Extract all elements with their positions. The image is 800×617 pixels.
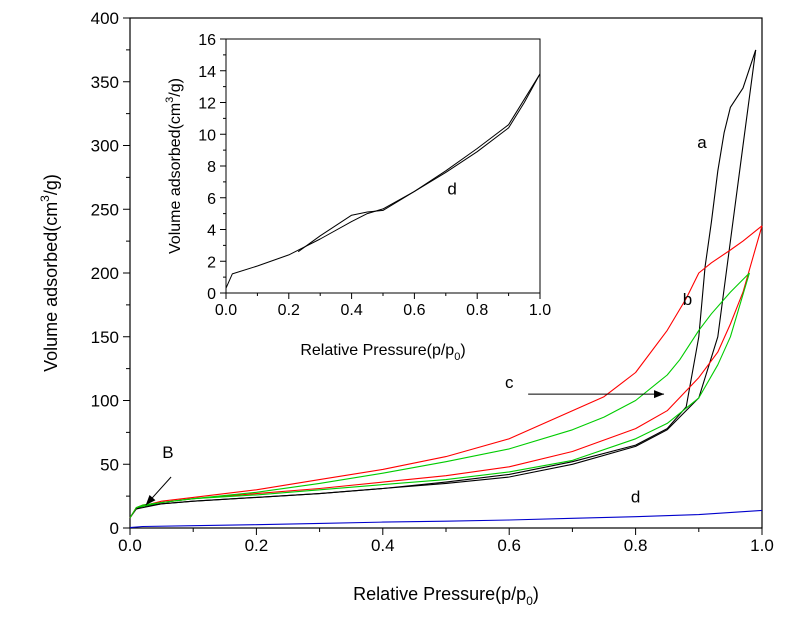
main-y-tick-label: 50 xyxy=(100,455,119,474)
inset-annotations: d xyxy=(447,180,456,199)
inset-x-tick-label: 1.0 xyxy=(529,302,551,319)
main-axis-ticks: 0.0 0.2 0.4 0.6 0.8 1.00501001502002503003504… xyxy=(91,9,774,555)
main-label-d: d xyxy=(631,488,640,507)
inset-y-tick-label: 12 xyxy=(198,96,216,113)
inset-y-tick-label: 14 xyxy=(198,64,216,81)
main-series-b-desorption-line xyxy=(136,225,763,509)
inset-y-tick-label: 16 xyxy=(198,32,216,49)
inset-x-tick-label: 0.2 xyxy=(278,302,300,319)
main-x-tick-label: 0.2 xyxy=(245,536,269,555)
main-plot-panel: 0.0 0.2 0.4 0.6 0.8 1.00501001502002503003504… xyxy=(38,9,774,608)
main-arrow-head-B xyxy=(145,494,156,506)
main-y-tick-label: 0 xyxy=(110,519,119,538)
inset-y-tick-label: 6 xyxy=(207,191,216,208)
main-x-tick-label: 1.0 xyxy=(750,536,774,555)
main-label-B: B xyxy=(162,443,173,462)
inset-x-tick-label: 0.8 xyxy=(466,302,488,319)
main-x-tick-label: 0.6 xyxy=(497,536,521,555)
main-annotations: a b c d B xyxy=(145,133,707,507)
main-x-axis-title: Relative Pressure(p/p0) xyxy=(353,584,539,608)
inset-y-tick-label: 8 xyxy=(207,159,216,176)
inset-x-tick-label: 0.6 xyxy=(403,302,425,319)
main-y-tick-label: 200 xyxy=(91,264,119,283)
main-y-axis-title: Volume adsorbed(cm3/g) xyxy=(38,174,61,372)
inset-y-axis-title: Volume adsorbed(cm3/g) xyxy=(164,78,184,254)
main-label-b: b xyxy=(683,290,692,309)
main-arrow-head-c xyxy=(654,390,665,399)
inset-x-tick-label: 0.0 xyxy=(215,302,237,319)
main-label-a: a xyxy=(697,133,707,152)
main-y-tick-label: 300 xyxy=(91,137,119,156)
main-series-group xyxy=(129,49,763,529)
main-series-d-adsorption-line xyxy=(129,509,763,529)
inset-axis-ticks: 0.0 0.2 0.4 0.6 0.8 1.0 0 2 4 6 8 10 12 14 16 xyxy=(198,32,551,319)
inset-x-axis-title: Relative Pressure(p/p0) xyxy=(300,342,465,363)
main-series-c-desorption-line xyxy=(136,272,750,509)
main-y-tick-label: 350 xyxy=(91,73,119,92)
main-x-tick-label: 0.8 xyxy=(624,536,648,555)
inset-series-group xyxy=(225,73,541,289)
main-y-tick-label: 400 xyxy=(91,9,119,28)
inset-y-tick-label: 4 xyxy=(207,223,216,240)
main-series-a-desorption-line xyxy=(136,49,757,510)
main-x-tick-label: 0.4 xyxy=(371,536,395,555)
main-y-tick-label: 250 xyxy=(91,200,119,219)
inset-y-tick-label: 10 xyxy=(198,127,216,144)
inset-y-tick-label: 0 xyxy=(207,286,216,303)
inset-series-d-desorption-line xyxy=(297,73,541,253)
main-x-tick-label: 0.0 xyxy=(118,536,142,555)
main-label-c: c xyxy=(505,373,514,392)
inset-x-tick-label: 0.4 xyxy=(340,302,362,319)
inset-y-tick-label: 2 xyxy=(207,254,216,271)
main-y-tick-label: 150 xyxy=(91,328,119,347)
inset-label-d: d xyxy=(447,180,456,199)
inset-plot-panel: 0.0 0.2 0.4 0.6 0.8 1.0 0 2 4 6 8 10 12 14 16 d Relati… xyxy=(164,32,551,363)
inset-plot-frame xyxy=(225,38,541,294)
main-y-tick-label: 100 xyxy=(91,392,119,411)
